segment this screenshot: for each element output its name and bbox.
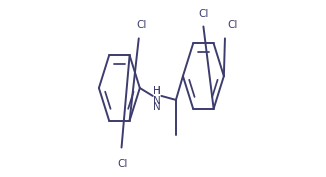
Text: N: N <box>153 102 161 112</box>
Text: Cl: Cl <box>117 159 128 169</box>
Text: Cl: Cl <box>228 21 238 30</box>
Text: H
N: H N <box>153 86 161 105</box>
Text: H: H <box>153 86 161 96</box>
Text: Cl: Cl <box>136 21 147 30</box>
Text: Cl: Cl <box>198 8 209 19</box>
